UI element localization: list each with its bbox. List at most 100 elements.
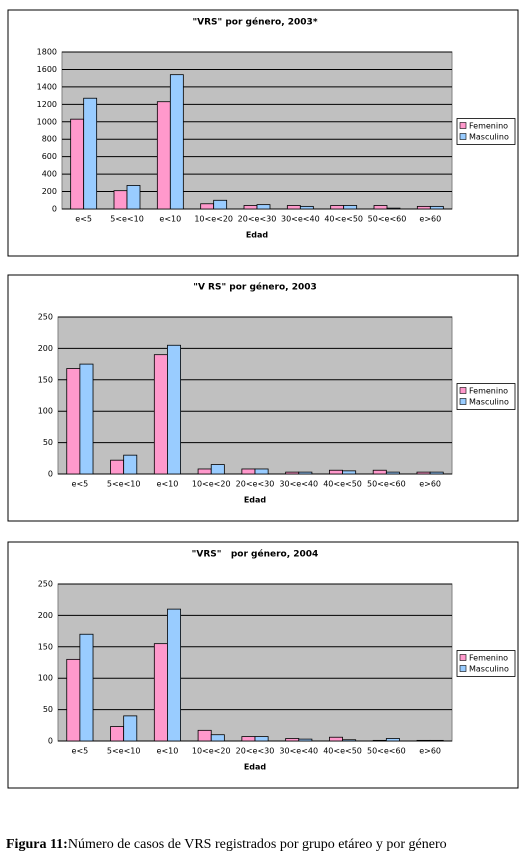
bar <box>429 205 444 210</box>
x-tick-label: 30<e<40 <box>281 215 320 224</box>
y-tick-label: 0 <box>48 470 53 479</box>
bar <box>123 454 138 475</box>
y-tick-label: 600 <box>42 152 57 161</box>
y-tick-label: 400 <box>42 170 57 179</box>
bar <box>197 729 212 742</box>
bar <box>241 736 256 742</box>
bar <box>254 468 269 475</box>
bar <box>286 205 301 210</box>
legend-label: Femenino <box>469 654 508 663</box>
x-tick-label: 30<e<40 <box>279 747 318 756</box>
x-tick-label: e<5 <box>72 480 89 489</box>
y-tick-label: 1000 <box>37 117 57 126</box>
y-tick-label: 1400 <box>37 82 57 91</box>
plot-area <box>61 51 453 210</box>
chart-title: "VRS" por género, 2004 <box>192 549 319 560</box>
bar <box>285 471 300 475</box>
legend-swatch <box>459 387 467 394</box>
legend-label: Femenino <box>469 387 508 396</box>
x-tick-label: 50<e<60 <box>368 215 407 224</box>
chart-title: "V RS" por género, 2003 <box>193 282 317 293</box>
x-tick-label: 10<e<20 <box>192 747 231 756</box>
y-tick-label: 1200 <box>37 100 57 109</box>
bar <box>343 205 358 210</box>
x-tick-label: 20<e<30 <box>236 480 275 489</box>
y-tick-label: 1600 <box>37 65 57 74</box>
bar <box>79 633 94 742</box>
bar <box>70 118 85 210</box>
y-tick-label: 0 <box>52 205 57 214</box>
bar <box>110 726 125 742</box>
y-tick-label: 0 <box>48 737 53 746</box>
bar <box>243 205 258 210</box>
x-tick-label: 5<e<10 <box>107 480 141 489</box>
x-tick-label: 10<e<20 <box>192 480 231 489</box>
bar <box>385 738 400 742</box>
bar <box>113 190 128 210</box>
y-tick-label: 50 <box>43 705 53 714</box>
bar <box>156 101 171 210</box>
bar <box>123 715 138 742</box>
y-tick-label: 1800 <box>37 48 57 57</box>
bar <box>342 470 357 475</box>
bar <box>210 464 225 475</box>
legend-swatch <box>459 665 467 672</box>
x-tick-label: 40<e<50 <box>323 747 362 756</box>
bar <box>256 204 271 210</box>
y-tick-label: 200 <box>38 344 53 353</box>
x-tick-label: 40<e<50 <box>323 480 362 489</box>
bar <box>110 459 125 475</box>
plot-area <box>57 583 453 742</box>
y-tick-label: 150 <box>38 375 53 384</box>
x-tick-label: e<10 <box>157 480 179 489</box>
x-tick-label: e>60 <box>419 747 441 756</box>
bar <box>169 74 184 210</box>
y-tick-label: 250 <box>38 313 53 322</box>
x-tick-label: 20<e<30 <box>238 215 277 224</box>
bar <box>429 739 444 742</box>
bar <box>416 739 431 742</box>
bar <box>416 205 431 210</box>
bar <box>79 363 94 475</box>
y-tick-label: 200 <box>42 187 57 196</box>
x-tick-label: e<10 <box>159 215 181 224</box>
bar <box>66 368 81 475</box>
bar <box>167 608 181 742</box>
bar <box>153 643 168 742</box>
bar <box>126 185 141 210</box>
x-tick-label: 40<e<50 <box>324 215 363 224</box>
x-axis-label: Edad <box>246 231 269 240</box>
legend-label: Masculino <box>469 665 509 674</box>
bar <box>210 734 225 742</box>
x-tick-label: e<10 <box>157 747 179 756</box>
caption-label: Figura 11: <box>6 837 68 852</box>
bar <box>372 469 387 475</box>
y-tick-label: 100 <box>38 407 53 416</box>
x-axis-label: Edad <box>244 496 267 505</box>
bar <box>197 468 212 475</box>
x-tick-label: e<5 <box>75 215 92 224</box>
bar <box>429 471 444 475</box>
legend-swatch <box>459 654 467 661</box>
caption-text: Número de casos de VRS registrados por g… <box>68 837 447 852</box>
plot-area <box>57 316 453 475</box>
y-tick-label: 100 <box>38 674 53 683</box>
bar <box>298 738 313 742</box>
bar <box>329 469 343 475</box>
x-tick-label: e<5 <box>72 747 89 756</box>
bar <box>386 207 401 210</box>
x-tick-label: 30<e<40 <box>279 480 318 489</box>
y-tick-label: 250 <box>38 580 53 589</box>
y-tick-label: 200 <box>38 611 53 620</box>
bar <box>153 354 168 475</box>
bar <box>329 736 343 742</box>
bar <box>385 471 400 475</box>
x-tick-label: 50<e<60 <box>367 747 406 756</box>
x-tick-label: 50<e<60 <box>367 480 406 489</box>
caption: Figura 11:Número de casos de VRS registr… <box>6 837 447 852</box>
y-tick-label: 800 <box>42 135 57 144</box>
bar <box>66 658 81 742</box>
bar <box>200 203 215 210</box>
x-tick-label: e>60 <box>419 215 441 224</box>
